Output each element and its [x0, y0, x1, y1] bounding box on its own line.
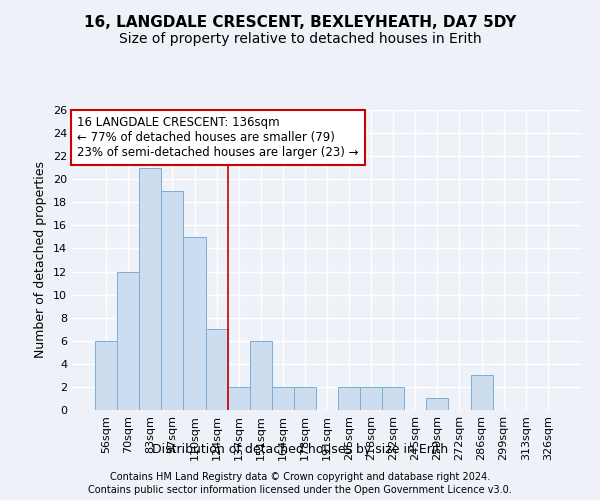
Bar [338, 387, 360, 410]
Y-axis label: Number of detached properties: Number of detached properties [34, 162, 47, 358]
Text: Contains public sector information licensed under the Open Government Licence v3: Contains public sector information licen… [88, 485, 512, 495]
Bar [139, 168, 161, 410]
Bar [227, 387, 250, 410]
Bar [360, 387, 382, 410]
Text: Contains HM Land Registry data © Crown copyright and database right 2024.: Contains HM Land Registry data © Crown c… [110, 472, 490, 482]
Bar [272, 387, 294, 410]
Text: Distribution of detached houses by size in Erith: Distribution of detached houses by size … [152, 442, 448, 456]
Bar [250, 341, 272, 410]
Bar [427, 398, 448, 410]
Bar [161, 191, 184, 410]
Text: 16, LANGDALE CRESCENT, BEXLEYHEATH, DA7 5DY: 16, LANGDALE CRESCENT, BEXLEYHEATH, DA7 … [84, 15, 516, 30]
Bar [117, 272, 139, 410]
Bar [470, 376, 493, 410]
Bar [294, 387, 316, 410]
Bar [206, 329, 227, 410]
Text: 16 LANGDALE CRESCENT: 136sqm
← 77% of detached houses are smaller (79)
23% of se: 16 LANGDALE CRESCENT: 136sqm ← 77% of de… [77, 116, 359, 159]
Text: Size of property relative to detached houses in Erith: Size of property relative to detached ho… [119, 32, 481, 46]
Bar [95, 341, 117, 410]
Bar [382, 387, 404, 410]
Bar [184, 237, 206, 410]
